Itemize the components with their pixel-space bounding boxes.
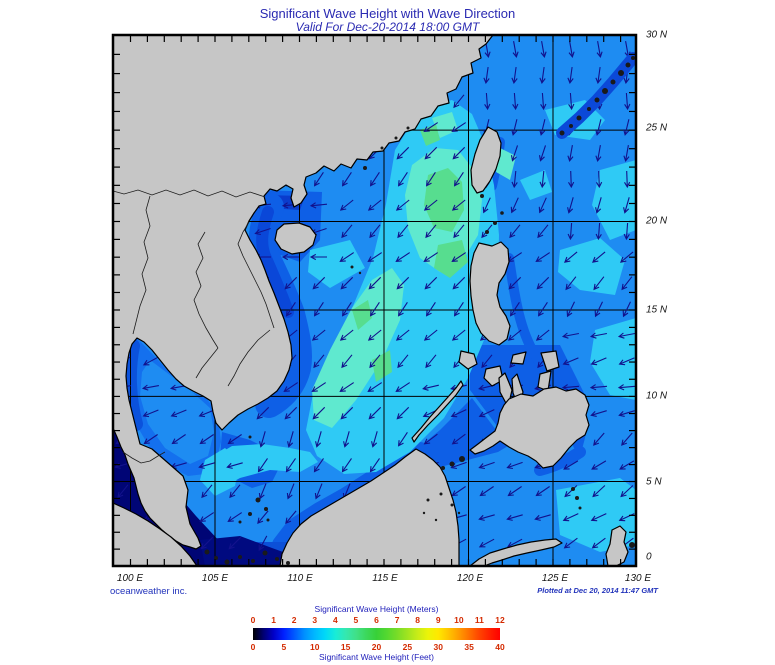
lon-label-105e: 105 E [201, 573, 229, 584]
cb-meters-label: 10 [454, 615, 464, 625]
land-borneo [279, 448, 460, 566]
cb-meters-label: 2 [291, 615, 297, 625]
lat-label-30n: 30 N [646, 29, 668, 41]
cb-feet-label: 25 [402, 642, 413, 652]
lat-label-15n: 15 N [646, 304, 668, 316]
cb-meters-label: 1 [271, 615, 276, 625]
cb-meters-label: 6 [374, 615, 379, 625]
cb-meters-label: 9 [435, 615, 441, 625]
cb-meters-label: 11 [474, 615, 484, 625]
cb-meters-label: 5 [353, 615, 359, 625]
colorbar-gradient [253, 628, 500, 640]
oceanweather-credit: oceanweather inc. [110, 586, 188, 597]
lon-label-115e: 115 E [372, 573, 398, 584]
colorbar-title-meters: Significant Wave Height (Meters) [314, 604, 439, 614]
cb-feet-label: 35 [464, 642, 474, 652]
cb-meters-label: 7 [394, 615, 400, 625]
lon-label-110e: 110 E [287, 573, 313, 584]
valid-time-subtitle: Valid For Dec-20-2014 18:00 GMT [295, 20, 480, 34]
land-sulawesi [469, 538, 563, 566]
cb-meters-label: 12 [495, 615, 505, 625]
cb-feet-label: 20 [371, 642, 382, 652]
cb-feet-label: 15 [340, 642, 351, 652]
land-mindanao [469, 386, 590, 469]
degree-tick-marks [114, 36, 635, 565]
cb-meters-label: 0 [250, 615, 256, 625]
lat-label-10n: 10 N [646, 390, 668, 402]
country-borders [113, 189, 275, 464]
land-hainan [274, 222, 317, 255]
lon-label-120e: 120 E [456, 573, 484, 584]
map-frame [111, 33, 638, 568]
cb-meters-label: 8 [415, 615, 421, 625]
land-mainland-asia [113, 35, 494, 550]
lon-label-130e: 130 E [624, 573, 652, 584]
lat-label-20n: 20 N [646, 215, 668, 227]
land-samar [540, 350, 560, 372]
land-sumatra [113, 502, 198, 566]
land-masbate [510, 351, 527, 365]
cb-meters-label: 3 [312, 615, 318, 625]
cb-meters-label: 4 [332, 615, 338, 625]
small-islands-layer [204, 56, 635, 565]
page-title: Significant Wave Height with Wave Direct… [259, 6, 516, 21]
cb-feet-label: 40 [495, 642, 505, 652]
cb-feet-label: 0 [250, 642, 256, 652]
land-palawan [411, 380, 464, 443]
lon-label-100e: 100 E [116, 573, 144, 584]
land-mindoro [458, 350, 478, 370]
colorbar-meters-ticks: 0 1 2 3 4 5 6 7 8 9 10 11 12 [250, 615, 505, 625]
colorbar-title-feet: Significant Wave Height (Feet) [319, 652, 434, 662]
cb-feet-label: 5 [281, 642, 287, 652]
lat-label-5n: 5 N [646, 476, 662, 488]
cb-feet-label: 10 [310, 642, 320, 652]
lat-label-25n: 25 N [646, 122, 668, 134]
land-luzon [469, 241, 511, 346]
lat-label-0: 0 [646, 551, 652, 563]
land-taiwan [470, 126, 502, 194]
plotted-timestamp: Plotted at Dec 20, 2014 11:47 GMT [537, 586, 658, 595]
land-layer [113, 35, 629, 566]
land-panay [483, 365, 504, 387]
colorbar-feet-ticks: 0 5 10 15 20 25 30 35 40 [250, 642, 505, 652]
lon-label-125e: 125 E [541, 573, 569, 584]
cb-feet-label: 30 [433, 642, 443, 652]
land-halmahera [605, 525, 629, 566]
